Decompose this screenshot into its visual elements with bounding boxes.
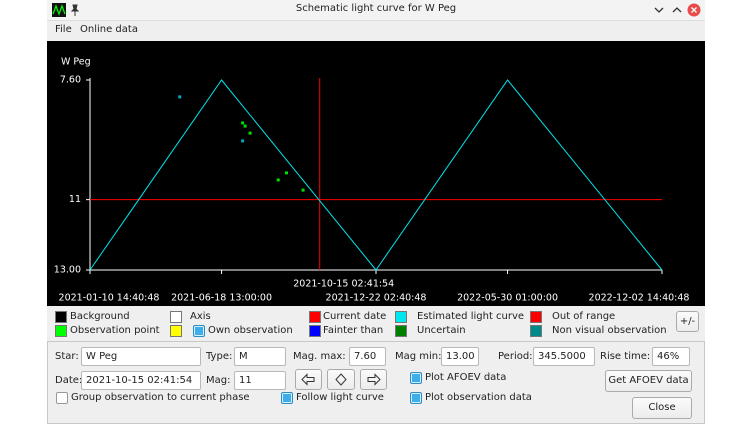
- type-field[interactable]: M: [234, 347, 286, 366]
- checkbox[interactable]: [410, 372, 422, 384]
- previous-button[interactable]: [295, 369, 322, 390]
- checkbox[interactable]: [281, 392, 293, 404]
- x-tick-label: 2021-06-18 13:00:00: [171, 293, 272, 304]
- close-button[interactable]: Close: [632, 397, 692, 419]
- observation-point: [248, 131, 252, 135]
- observation-point: [243, 124, 247, 128]
- field-label: Mag min:: [395, 351, 442, 362]
- checkbox-label[interactable]: Follow light curve: [296, 392, 384, 403]
- checkbox-label[interactable]: Plot observation data: [425, 392, 532, 403]
- legend-swatch[interactable]: [309, 325, 321, 337]
- legend-label: Background: [70, 311, 130, 322]
- x-tick-label: 2021-01-10 14:40:48: [59, 293, 160, 304]
- legend: Background Axis Current date Estimated ligh…: [47, 306, 705, 340]
- close-window-button[interactable]: [687, 3, 701, 17]
- title-bar: [47, 0, 705, 21]
- field-label: Period:: [498, 351, 533, 362]
- legend-swatch[interactable]: [395, 311, 407, 323]
- field-label: Mag:: [206, 375, 231, 386]
- checkbox-label[interactable]: Plot AFOEV data: [425, 372, 507, 383]
- period-field[interactable]: 345.5000: [533, 347, 595, 366]
- maximize-button[interactable]: [671, 4, 683, 16]
- observation-point: [241, 139, 245, 143]
- plus-minus-button[interactable]: +/-: [676, 311, 699, 332]
- window: Schematic light curve for W Peg File Onl…: [47, 0, 705, 424]
- center-button[interactable]: [327, 369, 355, 390]
- y-axis-label: W Peg: [61, 57, 91, 68]
- x-tick-label: 2022-05-30 01:00:00: [457, 293, 558, 304]
- legend-label: Axis: [190, 311, 211, 322]
- field-label: Type:: [206, 351, 233, 362]
- field-label: Star:: [55, 351, 79, 362]
- x-tick-label: 2021-12-22 02:40:48: [326, 293, 427, 304]
- y-tick-label: 7.60: [60, 75, 81, 86]
- legend-swatch[interactable]: [55, 325, 67, 337]
- legend-swatch[interactable]: [309, 311, 321, 323]
- observation-point: [301, 188, 305, 192]
- legend-label: Non visual observation: [552, 325, 667, 336]
- legend-label: Estimated light curve: [417, 311, 525, 322]
- get-afoev-button[interactable]: Get AFOEV data: [605, 370, 692, 392]
- star-field[interactable]: W Peg: [81, 347, 201, 366]
- legend-swatch[interactable]: [55, 311, 67, 323]
- legend-label: Uncertain: [417, 325, 466, 336]
- field-label: Rise time:: [600, 351, 651, 362]
- mag-max-field[interactable]: 7.60: [349, 347, 386, 366]
- app-icon: [52, 3, 66, 17]
- chart: W Peg 7.60 11 13.00 2021-01-10 14:40:48 2021…: [47, 41, 705, 306]
- legend-swatch[interactable]: [530, 311, 542, 323]
- observation-point: [178, 95, 182, 99]
- observation-point: [241, 121, 245, 125]
- y-tick-label: 11: [69, 194, 81, 205]
- legend-label: Current date: [323, 311, 387, 322]
- chart-background: [47, 41, 705, 306]
- legend-swatch[interactable]: [170, 325, 182, 337]
- observation-point: [276, 178, 280, 182]
- observation-point: [285, 171, 289, 175]
- legend-label: Observation point: [70, 325, 160, 336]
- menu-item[interactable]: File: [55, 24, 72, 35]
- legend-label: Own observation: [208, 325, 293, 336]
- legend-swatch[interactable]: [170, 311, 182, 323]
- date-field[interactable]: 2021-10-15 02:41:54: [81, 371, 201, 390]
- x-tick-label: 2022-12-02 14:40:48: [589, 293, 690, 304]
- mag-min-field[interactable]: 13.00: [441, 347, 479, 366]
- window-title: Schematic light curve for W Peg: [295, 3, 457, 14]
- field-label: Mag. max:: [293, 351, 346, 362]
- light-curve: [89, 79, 663, 271]
- current-date-label: 2021-10-15 02:41:54: [293, 279, 394, 290]
- pin-icon[interactable]: [70, 4, 80, 16]
- legend-checkbox[interactable]: [193, 325, 205, 337]
- legend-swatch[interactable]: [530, 325, 542, 337]
- checkbox[interactable]: [410, 392, 422, 404]
- legend-swatch[interactable]: [395, 325, 407, 337]
- menu-item[interactable]: Online data: [80, 24, 138, 35]
- legend-label: Out of range: [552, 311, 616, 322]
- rise-time-field[interactable]: 46%: [652, 347, 690, 366]
- mag-field[interactable]: 11: [234, 371, 286, 390]
- next-button[interactable]: [360, 369, 387, 390]
- checkbox[interactable]: [56, 392, 68, 404]
- field-label: Date:: [55, 375, 83, 386]
- legend-label: Fainter than: [323, 325, 384, 336]
- minimize-button[interactable]: [653, 4, 665, 16]
- y-tick-label: 13.00: [54, 265, 81, 276]
- checkbox-label[interactable]: Group observation to current phase: [71, 392, 250, 403]
